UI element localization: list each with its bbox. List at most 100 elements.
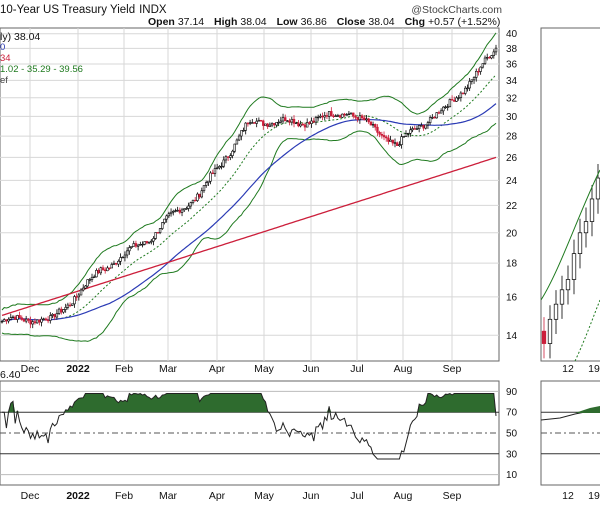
candle-body: [470, 79, 474, 82]
candle-body: [200, 190, 203, 198]
weekly-candle-body: [583, 221, 589, 234]
weekly-candle-body: [559, 289, 565, 305]
x-tick-label: Mar: [159, 363, 178, 375]
rsi-tick-label: 50: [506, 429, 518, 440]
candle-body: [213, 168, 217, 174]
candle-body: [472, 77, 476, 81]
candle-body: [422, 125, 425, 129]
legend-bands: 1.02 - 35.29 - 39.56: [0, 64, 83, 75]
candle-body: [378, 132, 381, 135]
candle-body: [31, 321, 34, 325]
candle-body: [156, 232, 160, 234]
candle-body: [20, 317, 23, 320]
main-grid: [0, 28, 499, 361]
weekly-candle-body: [589, 198, 595, 222]
candle-body: [259, 119, 263, 122]
candle-body: [242, 130, 245, 132]
candle-body: [35, 319, 39, 324]
candle-body: [490, 55, 493, 59]
y-tick-label: 16: [506, 292, 518, 303]
candle-body: [404, 133, 408, 137]
rsi-line: [2, 392, 497, 460]
candle-body: [365, 118, 368, 121]
candle-body: [360, 115, 364, 119]
candle-body: [321, 115, 324, 118]
candle-body: [103, 269, 107, 272]
candle-body: [338, 115, 342, 118]
candle-body: [246, 122, 250, 125]
candle-body: [125, 250, 129, 256]
candle-body: [286, 120, 289, 122]
ohlc-readout: Open 37.14 High 38.04 Low 36.86 Close 38.04 …: [148, 16, 500, 28]
candle-body: [114, 262, 118, 265]
x-tick-label: 2022: [66, 363, 90, 375]
weekly-candle-body: [541, 330, 547, 344]
candle-body: [479, 66, 482, 72]
candle-body: [163, 218, 166, 223]
lower-band-line: [1, 122, 497, 342]
candle-body: [16, 315, 19, 320]
candle-body: [55, 313, 59, 318]
candle-body: [442, 106, 445, 112]
x-tick-label: May: [254, 363, 275, 375]
candle-body: [400, 136, 403, 145]
candle-body: [110, 264, 113, 269]
candle-body: [268, 124, 272, 127]
candle-body: [295, 122, 298, 124]
candle-body: [86, 279, 89, 287]
y-tick-label: 26: [506, 153, 518, 164]
candle-body: [409, 129, 412, 134]
rsi-tick-label: 30: [506, 449, 518, 460]
candle-body: [354, 115, 357, 118]
candle-body: [204, 182, 208, 186]
candle-body: [139, 244, 142, 246]
weekly-candle-body: [571, 253, 577, 280]
x-tick-label: Jul: [350, 363, 363, 375]
weekly-candle-body: [577, 232, 583, 254]
x-tick-label: Sep: [443, 363, 462, 375]
rsi-tick-label: 70: [506, 408, 518, 419]
candle-body: [158, 228, 162, 233]
candle-body: [27, 318, 30, 321]
rsi-tick-label: 10: [506, 470, 518, 481]
candle-body: [68, 304, 72, 307]
rsi-x-tick-label: May: [254, 490, 275, 502]
candle-body: [277, 121, 280, 124]
candle-body: [119, 257, 122, 262]
y-tick-label: 30: [506, 112, 518, 123]
candle-body: [95, 270, 98, 278]
candle-body: [257, 119, 261, 122]
y-tick-label: 20: [506, 228, 518, 239]
candle-body: [150, 240, 153, 243]
candle-body: [459, 92, 463, 98]
candle-body: [106, 267, 109, 272]
candle-body: [301, 123, 304, 126]
candle-body: [152, 238, 155, 242]
y-tick-label: 14: [506, 331, 518, 342]
candle-body: [314, 117, 318, 123]
candle-body: [376, 126, 379, 133]
candle-body: [51, 314, 54, 316]
candle-body: [235, 139, 239, 145]
rsi-x-tick-label: Mar: [159, 490, 178, 502]
candle-body: [202, 185, 206, 192]
candle-body: [492, 51, 496, 56]
chart-title: 10-Year US Treasury Yield INDX: [0, 4, 167, 16]
candle-body: [446, 106, 449, 108]
candle-body: [101, 267, 105, 271]
candle-body: [371, 124, 375, 126]
candle-body: [262, 120, 265, 126]
candle-body: [387, 137, 390, 142]
candle-body: [7, 319, 10, 322]
right-series: [541, 164, 600, 361]
candle-body: [224, 156, 228, 161]
candle-body: [437, 112, 441, 114]
right-x-tick-label: 12: [562, 363, 574, 375]
candle-body: [393, 142, 397, 144]
candle-body: [411, 128, 414, 131]
candle-body: [167, 213, 171, 217]
candle-body: [466, 87, 469, 90]
rsi-x-tick-label: 2022: [66, 490, 90, 502]
candle-body: [176, 209, 179, 212]
